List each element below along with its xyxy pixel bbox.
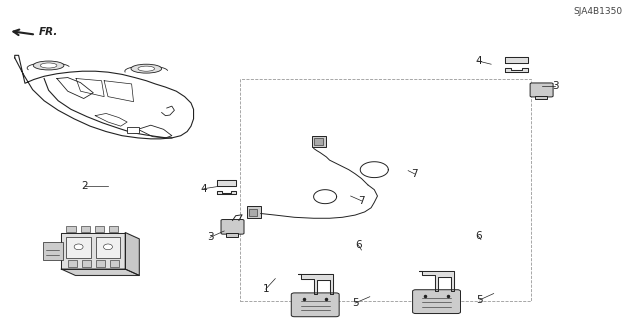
Polygon shape bbox=[216, 191, 236, 195]
Text: 4: 4 bbox=[200, 184, 207, 194]
Text: 3: 3 bbox=[552, 81, 558, 92]
Bar bbox=[535, 96, 547, 99]
Polygon shape bbox=[61, 233, 125, 269]
Ellipse shape bbox=[74, 244, 83, 250]
Bar bbox=[249, 209, 257, 216]
FancyBboxPatch shape bbox=[413, 290, 461, 314]
Polygon shape bbox=[298, 274, 333, 294]
Text: 6: 6 bbox=[475, 231, 482, 241]
Text: FR.: FR. bbox=[39, 27, 58, 37]
Bar bbox=[246, 206, 260, 218]
Bar bbox=[314, 138, 323, 145]
Text: 1: 1 bbox=[262, 284, 269, 294]
Bar bbox=[96, 260, 106, 268]
Polygon shape bbox=[61, 269, 140, 275]
Bar bbox=[82, 260, 92, 268]
FancyBboxPatch shape bbox=[291, 293, 339, 317]
Bar bbox=[81, 226, 90, 232]
FancyBboxPatch shape bbox=[530, 83, 553, 97]
FancyBboxPatch shape bbox=[221, 219, 244, 234]
Text: 6: 6 bbox=[355, 240, 362, 250]
Text: 5: 5 bbox=[352, 298, 358, 308]
Text: 7: 7 bbox=[412, 169, 418, 179]
Bar bbox=[67, 237, 91, 258]
Polygon shape bbox=[505, 57, 527, 63]
Text: SJA4B1350: SJA4B1350 bbox=[573, 7, 622, 16]
Bar bbox=[96, 237, 120, 258]
Bar bbox=[109, 226, 118, 232]
Ellipse shape bbox=[33, 61, 64, 70]
Bar bbox=[44, 242, 63, 260]
Text: 2: 2 bbox=[82, 182, 88, 191]
Ellipse shape bbox=[40, 63, 57, 68]
Polygon shape bbox=[125, 233, 140, 275]
Text: 7: 7 bbox=[358, 196, 365, 206]
Bar bbox=[127, 127, 139, 132]
Bar bbox=[240, 78, 531, 301]
Ellipse shape bbox=[131, 64, 162, 73]
Text: 5: 5 bbox=[476, 295, 483, 305]
Bar bbox=[226, 233, 237, 237]
Polygon shape bbox=[419, 271, 454, 291]
Polygon shape bbox=[505, 68, 527, 72]
Text: 3: 3 bbox=[207, 232, 214, 242]
Ellipse shape bbox=[104, 244, 113, 250]
Text: 4: 4 bbox=[475, 56, 482, 66]
Bar bbox=[95, 226, 104, 232]
Bar bbox=[68, 260, 77, 268]
Ellipse shape bbox=[138, 66, 155, 71]
Bar bbox=[67, 226, 76, 232]
Polygon shape bbox=[216, 180, 236, 187]
Bar bbox=[110, 260, 120, 268]
Bar bbox=[312, 136, 326, 147]
